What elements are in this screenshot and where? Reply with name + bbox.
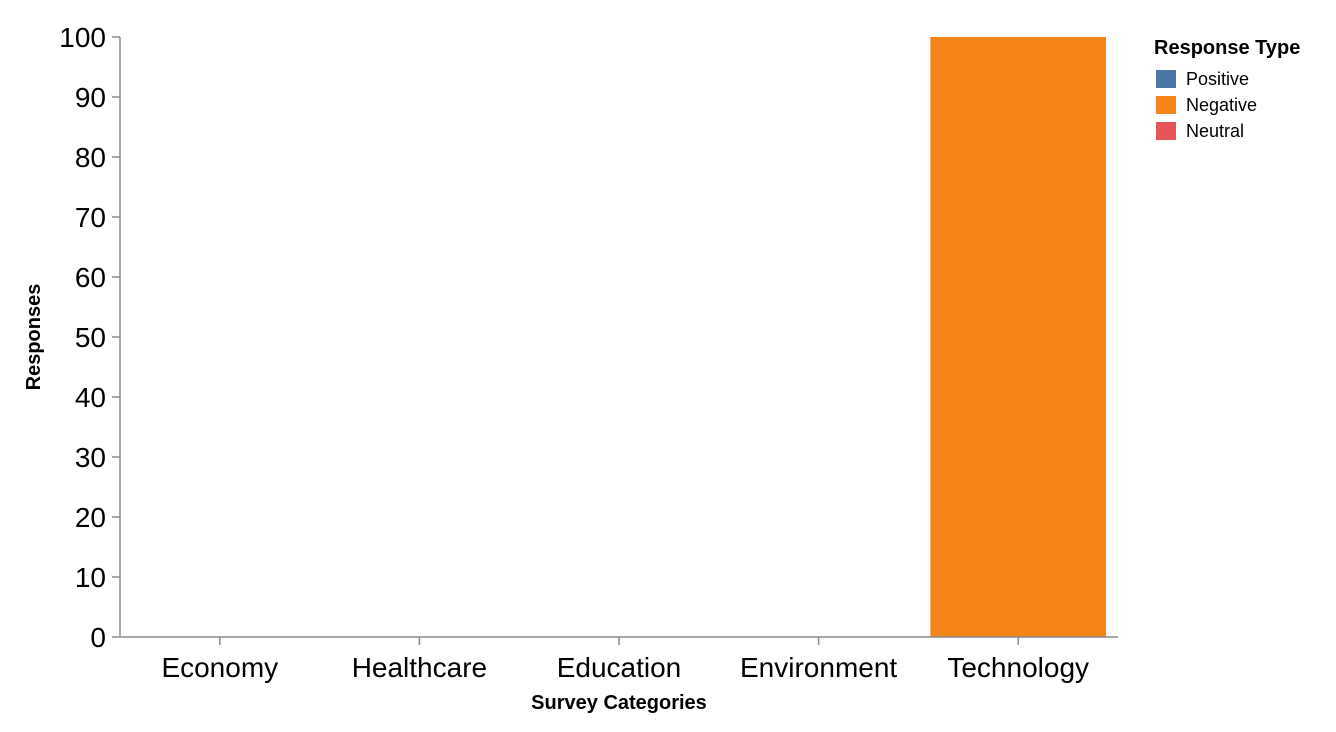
y-tick-label: 100 [59, 22, 106, 53]
y-tick-label: 10 [75, 562, 106, 593]
legend-swatch-neutral [1156, 122, 1176, 140]
y-tick-label: 30 [75, 442, 106, 473]
y-tick-label: 80 [75, 142, 106, 173]
bars-layer [930, 37, 1107, 637]
x-tick-label-education: Education [557, 652, 682, 683]
y-tick-label: 60 [75, 262, 106, 293]
legend: Response Type Positive Negative Neutral [1154, 37, 1300, 141]
y-tick-label: 50 [75, 322, 106, 353]
bar-technology-negative [930, 37, 1107, 637]
legend-label-neutral: Neutral [1186, 121, 1244, 141]
legend-swatch-positive [1156, 70, 1176, 88]
x-tick-label-healthcare: Healthcare [352, 652, 487, 683]
y-axis-title: Responses [23, 284, 45, 391]
y-tick-label: 90 [75, 82, 106, 113]
x-tick-label-economy: Economy [161, 652, 278, 683]
legend-title: Response Type [1154, 37, 1300, 59]
x-axis: Economy Healthcare Education Environment Tec… [120, 636, 1118, 683]
legend-swatch-negative [1156, 96, 1176, 114]
legend-label-positive: Positive [1186, 69, 1249, 89]
y-tick-label: 70 [75, 202, 106, 233]
y-axis: 0 10 20 30 40 50 60 70 80 90 100 [59, 22, 121, 653]
x-tick-label-environment: Environment [740, 652, 897, 683]
x-axis-title: Survey Categories [531, 692, 707, 714]
legend-label-negative: Negative [1186, 95, 1257, 115]
y-tick-label: 20 [75, 502, 106, 533]
y-tick-label: 40 [75, 382, 106, 413]
x-tick-label-technology: Technology [947, 652, 1089, 683]
y-tick-label: 0 [90, 622, 106, 653]
